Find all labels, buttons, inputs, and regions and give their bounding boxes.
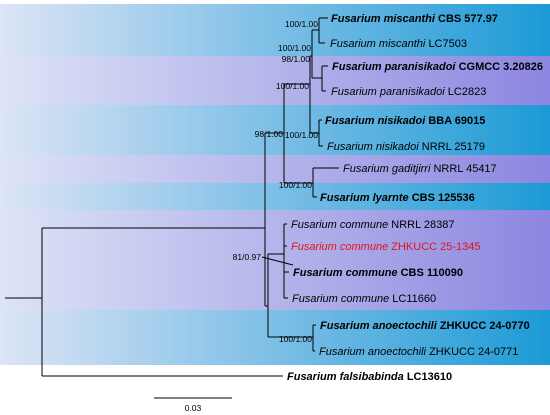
- taxon-genus: Fusarium: [291, 241, 337, 253]
- taxon-label: Fusarium anoectochili ZHKUCC 24-0771: [319, 346, 518, 358]
- taxon-strain: ZHKUCC 24-0771: [429, 346, 518, 358]
- taxon-genus: Fusarium: [293, 267, 343, 279]
- taxon-label: Fusarium miscanthi LC7503: [330, 38, 467, 50]
- taxon-genus: Fusarium: [291, 219, 337, 231]
- taxon-epithet: anoectochili: [368, 346, 427, 358]
- taxon-label: Fusarium commune LC11660: [292, 293, 436, 305]
- support-values: 100/1.00 100/1.00 98/1.00 100/1.00 100/1…: [233, 19, 319, 344]
- taxon-strain: BBA 69015: [428, 115, 485, 127]
- taxon-genus: Fusarium: [319, 346, 365, 358]
- taxon-label: Fusarium miscanthi CBS 577.97: [331, 13, 498, 25]
- taxon-strain: LC7503: [428, 38, 467, 50]
- taxon-genus: Fusarium: [325, 115, 375, 127]
- taxon-epithet: paranisikadoi: [384, 61, 457, 73]
- taxon-genus: Fusarium: [327, 141, 373, 153]
- taxon-strain: CBS 577.97: [438, 13, 498, 25]
- support-value: 100/1.00: [279, 334, 312, 344]
- support-value: 100/1.00: [279, 180, 312, 190]
- band-miscanthi: [0, 4, 550, 56]
- taxon-label: Fusarium commune CBS 110090: [293, 267, 463, 279]
- taxon-epithet: nisikadoi: [376, 141, 419, 153]
- taxon-label: Fusarium gaditjirri NRRL 45417: [343, 163, 497, 175]
- taxon-label: Fusarium lyarnte CBS 125536: [320, 192, 475, 204]
- taxon-strain: CGMCC 3.20826: [459, 61, 543, 73]
- band-gaditjirri: [0, 155, 550, 183]
- support-value: 100/1.00: [276, 81, 309, 91]
- taxon-epithet: commune: [340, 241, 388, 253]
- taxon-epithet: falsibabinda: [340, 371, 404, 383]
- taxon-genus: Fusarium: [292, 293, 338, 305]
- scale-bar: 0.03: [154, 397, 232, 413]
- taxon-epithet: nisikadoi: [378, 115, 427, 127]
- taxon-epithet: lyarnte: [373, 192, 409, 204]
- taxon-epithet: paranisikadoi: [379, 86, 445, 98]
- taxon-label: Fusarium falsibabinda LC13610: [287, 371, 452, 383]
- taxon-genus-epithet: Fusarium: [331, 13, 381, 25]
- taxon-strain: NRRL 25179: [422, 141, 485, 153]
- taxon-strain: NRRL 45417: [433, 163, 496, 175]
- taxon-genus: Fusarium: [320, 192, 370, 204]
- clade-bands: [0, 4, 550, 365]
- taxon-epithet: miscanthi: [384, 13, 436, 25]
- taxon-strain: CBS 125536: [412, 192, 475, 204]
- scale-bar-label: 0.03: [185, 403, 202, 413]
- taxon-labels: Fusarium miscanthi CBS 577.97 Fusarium m…: [287, 13, 543, 383]
- taxon-epithet: commune: [346, 267, 398, 279]
- taxon-label: Fusarium anoectochili ZHKUCC 24-0770: [320, 320, 530, 332]
- taxon-strain: CBS 110090: [401, 267, 463, 279]
- taxon-strain: ZHKUCC 24-0770: [440, 320, 530, 332]
- taxon-epithet: gaditjirri: [392, 163, 431, 175]
- taxon-genus: Fusarium: [332, 61, 382, 73]
- taxon-strain: ZHKUCC 25-1345: [391, 241, 480, 253]
- support-value: 98/1.00: [282, 54, 311, 64]
- taxon-label: Fusarium nisikadoi BBA 69015: [325, 115, 485, 127]
- taxon-epithet: anoectochili: [373, 320, 438, 332]
- taxon-strain: LC11660: [392, 293, 436, 305]
- taxon-label: Fusarium commune NRRL 28387: [291, 219, 454, 231]
- support-value: 100/1.00: [278, 43, 311, 53]
- support-callout-line: [261, 256, 294, 266]
- taxon-label-highlighted: Fusarium commune ZHKUCC 25-1345: [291, 241, 481, 253]
- taxon-epithet: miscanthi: [379, 38, 426, 50]
- taxon-genus: Fusarium: [320, 320, 370, 332]
- support-value: 98/1.00: [255, 129, 284, 139]
- support-value: 100/1.00: [285, 130, 318, 140]
- taxon-genus: Fusarium: [330, 38, 376, 50]
- support-value: 100/1.00: [285, 19, 318, 29]
- taxon-genus: Fusarium: [331, 86, 377, 98]
- taxon-label: Fusarium paranisikadoi CGMCC 3.20826: [332, 61, 543, 73]
- band-lyarnte: [0, 183, 550, 210]
- taxon-genus: Fusarium: [287, 371, 337, 383]
- band-nisikadoi: [0, 105, 550, 155]
- taxon-epithet: commune: [341, 293, 389, 305]
- taxon-label: Fusarium nisikadoi NRRL 25179: [327, 141, 485, 153]
- taxon-genus: Fusarium: [343, 163, 389, 175]
- taxon-label: Fusarium paranisikadoi LC2823: [331, 86, 486, 98]
- taxon-strain: LC2823: [448, 86, 487, 98]
- taxon-epithet: commune: [340, 219, 388, 231]
- taxon-strain: LC13610: [407, 371, 452, 383]
- band-paranisikadoi: [0, 56, 550, 105]
- support-value: 81/0.97: [233, 252, 262, 262]
- taxon-strain: NRRL 28387: [391, 219, 454, 231]
- tree-branches: [5, 17, 339, 377]
